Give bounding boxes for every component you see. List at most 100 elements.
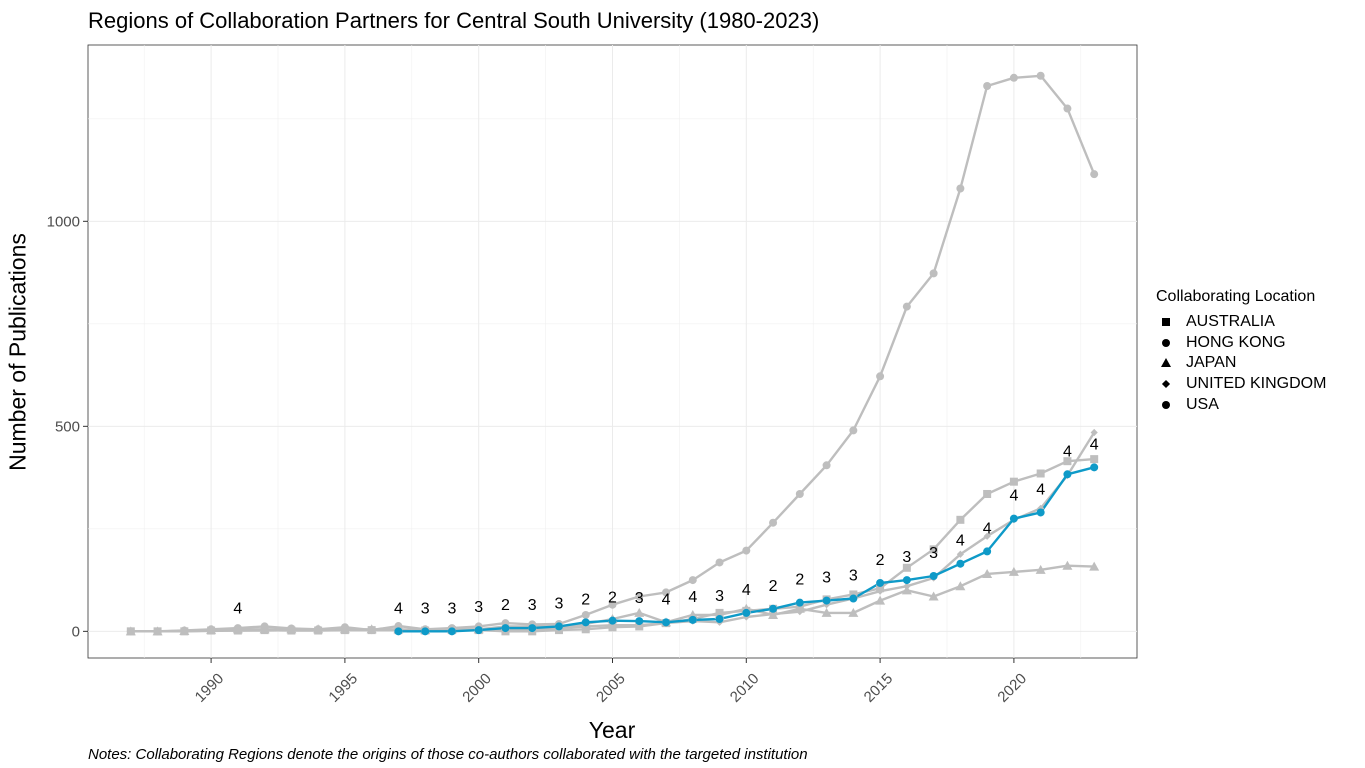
data-point-usa xyxy=(581,610,590,619)
legend-item: USA xyxy=(1156,394,1326,415)
data-point-australia xyxy=(983,489,992,498)
rank-label: 3 xyxy=(822,570,831,587)
data-point-japan xyxy=(232,624,243,634)
rank-label: 4 xyxy=(662,591,671,608)
data-point-hong-kong xyxy=(956,559,965,568)
data-point-united-kingdom xyxy=(822,601,831,609)
data-point-usa xyxy=(688,576,697,585)
rank-label: 4 xyxy=(394,600,403,617)
data-point-australia xyxy=(1090,455,1099,464)
rank-label: 4 xyxy=(1036,481,1045,498)
data-point-usa xyxy=(1036,71,1045,80)
legend-key-triangle-icon xyxy=(1156,353,1176,373)
rank-label: 2 xyxy=(608,590,617,607)
x-tick-label: 2020 xyxy=(994,670,1030,706)
data-point-usa xyxy=(1063,104,1072,113)
data-point-hong-kong xyxy=(876,578,885,587)
rank-label: 4 xyxy=(956,533,965,550)
y-tick-label: 500 xyxy=(55,418,80,435)
legend-marker xyxy=(1162,400,1170,409)
data-point-australia xyxy=(1036,469,1045,478)
legend-item: UNITED KINGDOM xyxy=(1156,374,1326,395)
x-tick-label: 2000 xyxy=(459,670,495,706)
data-point-japan xyxy=(1008,566,1019,576)
data-point-usa xyxy=(929,269,938,278)
data-point-hong-kong xyxy=(635,617,644,626)
data-point-usa xyxy=(876,372,885,381)
data-point-hong-kong xyxy=(662,618,671,627)
x-tick-label: 2010 xyxy=(727,670,763,706)
rank-label: 2 xyxy=(501,597,510,614)
data-point-japan xyxy=(286,624,297,634)
data-point-japan xyxy=(125,626,136,636)
data-point-usa xyxy=(1090,170,1099,179)
data-point-japan xyxy=(821,607,832,617)
data-point-hong-kong xyxy=(394,627,403,636)
data-point-japan xyxy=(955,581,966,591)
data-point-australia xyxy=(929,545,938,554)
rank-label: 2 xyxy=(876,552,885,569)
legend-label: UNITED KINGDOM xyxy=(1186,375,1327,393)
data-point-hong-kong xyxy=(822,596,831,605)
rank-label: 2 xyxy=(581,591,590,608)
data-point-hong-kong xyxy=(1036,508,1045,517)
data-point-hong-kong xyxy=(742,608,751,617)
rank-label: 3 xyxy=(929,545,938,562)
data-point-hong-kong xyxy=(528,624,537,633)
rank-label: 4 xyxy=(1063,443,1072,460)
x-tick-label: 1995 xyxy=(325,670,361,706)
rank-label: 4 xyxy=(233,600,242,617)
rank-label: 3 xyxy=(528,597,537,614)
data-point-japan xyxy=(152,626,163,636)
legend-label: USA xyxy=(1186,395,1219,413)
data-point-united-kingdom xyxy=(956,550,964,558)
legend: Collaborating Location AUSTRALIA HONG KON… xyxy=(1156,288,1326,415)
data-point-australia xyxy=(1063,457,1072,466)
legend-key-diamond-icon xyxy=(1156,374,1176,394)
series-points xyxy=(125,71,1100,636)
data-point-japan xyxy=(1089,561,1100,571)
rank-label: 2 xyxy=(795,572,804,589)
data-point-hong-kong xyxy=(902,576,911,585)
legend-item: HONG KONG xyxy=(1156,333,1326,354)
y-tick-label: 1000 xyxy=(47,213,80,230)
chart-note: Notes: Collaborating Regions denote the … xyxy=(88,746,808,763)
rank-label: 4 xyxy=(983,520,992,537)
legend-key-square-icon xyxy=(1156,312,1176,332)
data-point-japan xyxy=(928,591,939,601)
data-point-japan xyxy=(768,609,779,619)
y-axis: 0 500 1000 xyxy=(47,213,88,640)
data-point-hong-kong xyxy=(769,604,778,613)
data-point-usa xyxy=(662,588,671,597)
data-point-usa xyxy=(902,302,911,311)
x-axis: 1990 1995 2000 2005 2010 2015 2020 xyxy=(192,658,1030,706)
data-point-japan xyxy=(1062,560,1073,570)
rank-label: 3 xyxy=(555,595,564,612)
data-point-japan xyxy=(982,568,993,578)
data-point-hong-kong xyxy=(688,615,697,624)
data-point-usa xyxy=(608,600,617,609)
data-point-japan xyxy=(794,603,805,613)
data-point-hong-kong xyxy=(1009,514,1018,523)
grid-lines xyxy=(88,45,1137,658)
x-axis-label: Year xyxy=(588,717,636,743)
data-point-hong-kong xyxy=(849,594,858,603)
data-point-usa xyxy=(742,546,751,555)
data-point-hong-kong xyxy=(581,618,590,627)
data-point-hong-kong xyxy=(501,624,510,633)
legend-marker xyxy=(1162,338,1170,347)
legend-title: Collaborating Location xyxy=(1156,288,1316,305)
y-tick-label: 0 xyxy=(72,623,80,640)
data-point-japan xyxy=(206,625,217,635)
rank-label: 4 xyxy=(742,582,751,599)
legend-marker xyxy=(1162,318,1170,327)
data-point-japan xyxy=(634,607,645,617)
data-point-japan xyxy=(848,607,859,617)
data-point-usa xyxy=(849,426,858,435)
data-point-hong-kong xyxy=(929,571,938,580)
data-point-australia xyxy=(849,590,858,599)
rank-label: 3 xyxy=(849,568,858,585)
legend-label: HONG KONG xyxy=(1186,333,1286,351)
data-point-australia xyxy=(956,515,965,524)
